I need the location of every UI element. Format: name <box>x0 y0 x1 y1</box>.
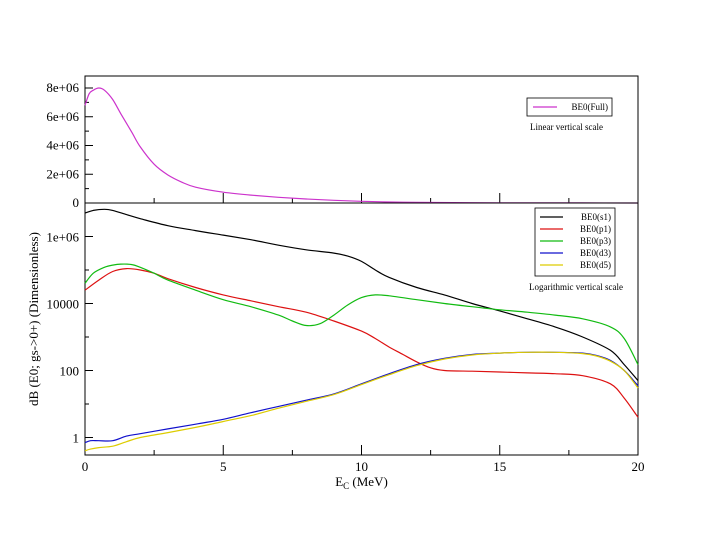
linear-ytick-label-3: 6e+06 <box>46 109 79 124</box>
log-xtick-label-2: 10 <box>355 459 368 474</box>
linear-panel: 0 2e+06 4e+06 6e+06 8e+06 BE0(Full) Linear ver… <box>46 75 639 210</box>
linear-scale-note: Linear vertical scale <box>530 122 603 132</box>
linear-ytick-label-1: 2e+06 <box>46 166 79 181</box>
log-series-0 <box>84 208 639 381</box>
log-legend-label-0: BE0(s1) <box>581 212 611 222</box>
log-legend-label-1: BE0(p1) <box>580 224 611 234</box>
linear-series-0 <box>84 87 639 204</box>
log-ytick-label-3: 1e+06 <box>46 229 79 244</box>
log-legend-label-2: BE0(p3) <box>580 236 611 246</box>
log-xtick-label-3: 15 <box>493 459 506 474</box>
log-ytick-label-0: 1 <box>73 430 80 445</box>
log-legend-label-4: BE0(d5) <box>580 260 611 270</box>
log-series-4 <box>84 351 639 452</box>
x-axis-label: EC (MeV) <box>335 474 388 491</box>
log-legend-label-3: BE0(d3) <box>580 248 611 258</box>
linear-ytick-label-0: 0 <box>73 195 80 210</box>
log-xtick-label-4: 20 <box>632 459 645 474</box>
log-legend-box <box>534 207 616 277</box>
log-scale-note: Logarithmic vertical scale <box>529 282 623 292</box>
y-axis-label: dB (E0; gs->0+) (Dimensionless) <box>26 232 41 406</box>
linear-ytick-label-4: 8e+06 <box>46 80 79 95</box>
log-ytick-label-2: 10000 <box>47 296 80 311</box>
log-series-2 <box>84 263 639 365</box>
log-series-3 <box>84 351 639 444</box>
linear-panel-frame <box>84 75 639 204</box>
linear-legend-box <box>526 97 613 117</box>
log-series-1 <box>84 267 639 418</box>
log-panel: 0 5 10 15 20 1 100 10000 1e+06 EC (MeV) dB (E0; gs… <box>26 202 645 491</box>
log-ytick-label-1: 100 <box>60 363 80 378</box>
log-xtick-label-1: 5 <box>220 459 227 474</box>
log-xtick-label-0: 0 <box>82 459 89 474</box>
linear-ytick-label-2: 4e+06 <box>46 138 79 153</box>
linear-legend-label-0: BE0(Full) <box>571 102 608 112</box>
